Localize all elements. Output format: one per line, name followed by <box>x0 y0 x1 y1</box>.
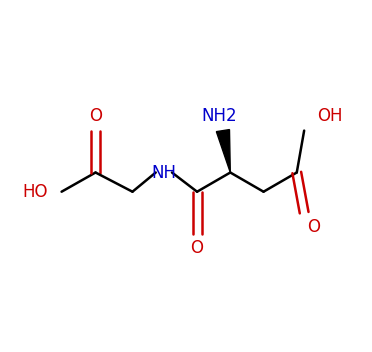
Text: O: O <box>307 218 320 236</box>
Text: O: O <box>89 107 102 125</box>
Text: NH2: NH2 <box>201 107 237 125</box>
Text: OH: OH <box>317 107 343 125</box>
Text: NH: NH <box>151 164 176 182</box>
Polygon shape <box>217 130 230 172</box>
Text: HO: HO <box>22 183 48 201</box>
Text: O: O <box>190 239 203 257</box>
